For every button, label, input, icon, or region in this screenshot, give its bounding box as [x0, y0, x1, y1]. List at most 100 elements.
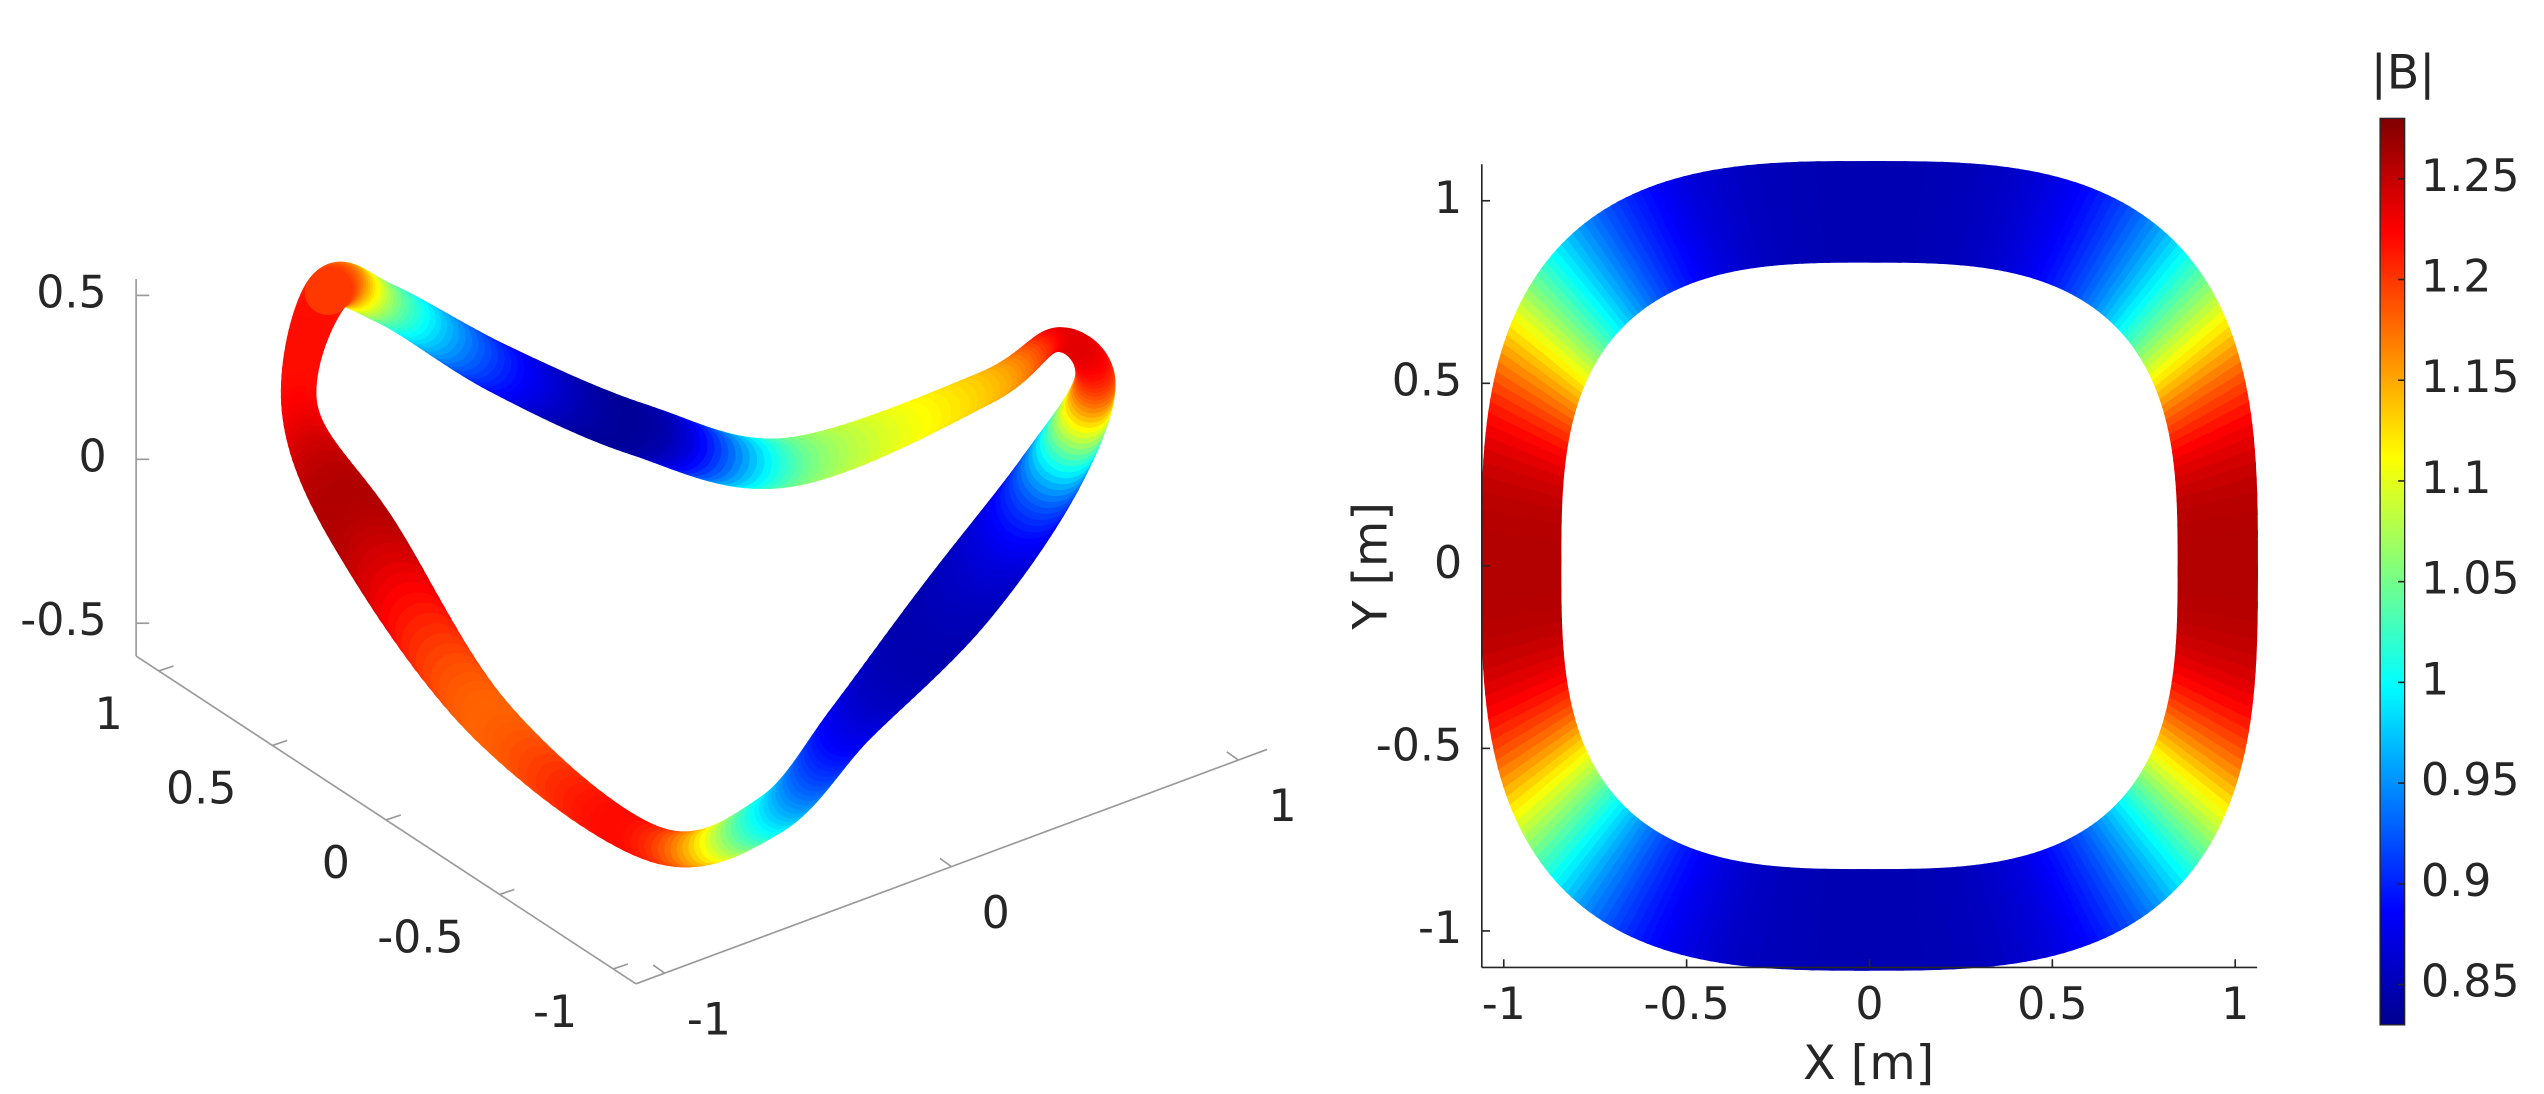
surface-patch — [2171, 672, 2253, 723]
surface-patch — [2114, 244, 2185, 331]
surface-patch — [2172, 663, 2254, 712]
x-tick-label: 0 — [1855, 979, 1883, 1030]
surface-patch — [2125, 788, 2198, 872]
colorbar-tick-label: 0.9 — [2421, 856, 2491, 907]
x-tick — [652, 964, 666, 974]
surface-patch — [2122, 256, 2195, 340]
surface-patch — [2165, 704, 2246, 764]
surface-patch — [1968, 165, 2010, 268]
surface-patch — [2067, 835, 2129, 932]
surface-patch — [1505, 736, 1585, 806]
surface-patch — [1610, 200, 1672, 297]
surface-patch — [2015, 855, 2066, 956]
surface-patch — [2017, 176, 2069, 277]
surface-patch — [1809, 868, 1843, 971]
surface-patch — [2010, 174, 2060, 275]
surface-patch — [2117, 797, 2189, 884]
surface-patch — [2118, 250, 2190, 336]
surface-patch — [1539, 787, 1613, 870]
surface-patch — [2105, 233, 2175, 323]
colorbar-tick-label: 0.95 — [2421, 755, 2520, 806]
surface-patch — [2140, 288, 2217, 366]
surface-patch — [1497, 716, 1578, 780]
colorbar-tick-label: 1.2 — [2421, 252, 2491, 303]
surface-patch — [1495, 358, 1576, 420]
surface-patch — [2089, 822, 2155, 915]
surface-patch — [2051, 190, 2109, 289]
surface-patch — [2112, 802, 2184, 889]
surface-patch — [1584, 217, 1650, 310]
y-tick-label: 1 — [1434, 173, 1462, 224]
surface-patch — [2145, 756, 2223, 831]
surface-patch — [1590, 212, 1655, 306]
surface-patch — [2166, 696, 2248, 754]
surface-patch — [1645, 848, 1701, 948]
surface-patch — [1647, 183, 1703, 283]
surface-patch — [1624, 193, 1684, 291]
surface-patch — [1549, 796, 1621, 882]
surface-patch — [2129, 268, 2204, 350]
y-tick — [272, 739, 288, 747]
surface-patch — [2137, 281, 2213, 360]
surface-patch — [1582, 821, 1649, 913]
surface-patch — [2094, 818, 2161, 910]
y-tick-label: 0.5 — [166, 763, 236, 814]
surface-patch — [1488, 398, 1569, 451]
surface-patch — [1622, 840, 1682, 938]
surface-patch — [2073, 832, 2136, 928]
surface-patch — [2008, 857, 2057, 959]
surface-patch — [2063, 197, 2124, 295]
x-tick-label: 0.5 — [2017, 979, 2087, 1030]
surface-patch — [1744, 163, 1783, 266]
surface-patch — [1489, 686, 1570, 741]
surface-patch — [2168, 689, 2250, 744]
surface-patch — [2175, 448, 2257, 491]
y-tick-label: 0 — [1434, 538, 1462, 589]
y-tick-label: 1 — [95, 689, 123, 740]
surface-patch — [1617, 196, 1678, 294]
surface-patch — [2085, 214, 2151, 308]
surface-patch — [2038, 184, 2094, 284]
surface-patch — [2173, 423, 2254, 472]
surface-patch — [2069, 201, 2131, 298]
surface-patch — [1500, 340, 1581, 407]
surface-patch — [1783, 161, 1817, 264]
surface-patch — [1536, 266, 1611, 349]
surface-patch — [1653, 850, 1708, 950]
surface-patch — [2095, 223, 2163, 315]
surface-patch — [2148, 751, 2226, 824]
y-tick — [612, 963, 629, 970]
surface-patch — [2143, 295, 2220, 371]
surface-patch — [1994, 170, 2041, 272]
surface-patch — [2090, 218, 2157, 311]
surface-patch — [1594, 828, 1659, 922]
surface-patch — [1532, 273, 1607, 354]
surface-patch — [2176, 476, 2258, 515]
surface-patch — [1486, 409, 1568, 460]
surface-patch — [1487, 678, 1569, 731]
surface-patch — [1708, 861, 1753, 964]
surface-patch — [2136, 773, 2211, 852]
surface-patch — [1711, 167, 1756, 270]
surface-patch — [2103, 810, 2173, 900]
surface-patch — [1512, 749, 1590, 821]
y-tick — [158, 665, 174, 672]
surface-patch — [2142, 762, 2219, 839]
x-axis-label: X [m] — [1803, 1036, 1934, 1091]
surface-patch — [1682, 173, 1731, 275]
surface-patch — [1503, 332, 1583, 400]
colorbar — [2379, 117, 2406, 1026]
surface-patch — [1733, 165, 1774, 268]
surface-patch — [1608, 834, 1670, 930]
x-tick-label: 1 — [2221, 979, 2249, 1030]
y-tick-label: 0 — [322, 838, 350, 889]
surface-patch — [2175, 461, 2257, 502]
surface-patch — [1664, 178, 1717, 279]
surface-patch — [1601, 831, 1664, 926]
surface-patch — [1489, 387, 1571, 443]
surface-patch — [2126, 262, 2200, 345]
surface-patch — [2084, 825, 2149, 919]
surface-patch — [2174, 435, 2256, 481]
surface-patch — [1561, 237, 1631, 326]
surface-patch — [1934, 867, 1970, 970]
